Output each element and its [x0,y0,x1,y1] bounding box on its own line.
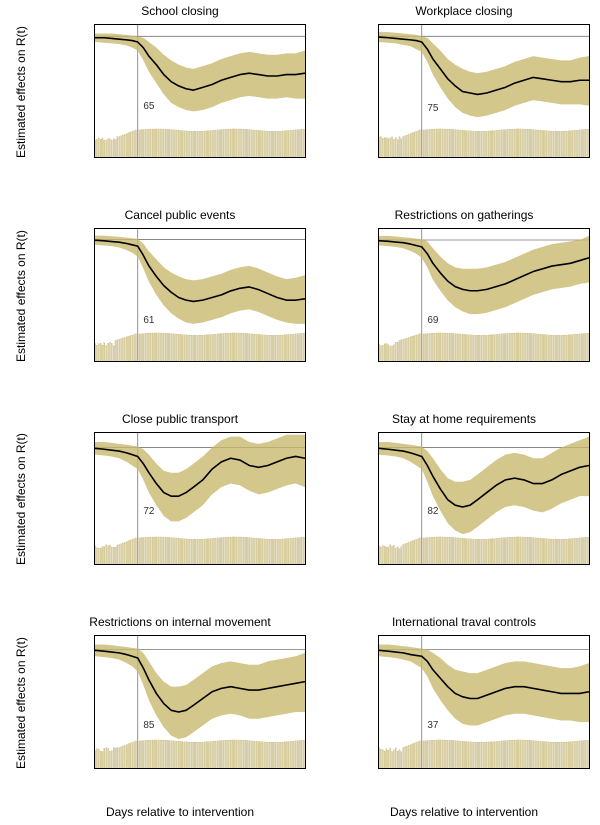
panel-3: Restrictions on gatherings0.0-0.2-0.4-0.… [340,226,588,378]
bottom-bars [379,129,589,157]
y-axis-label: Estimated effects on R(t) [14,637,28,769]
bottom-bars [379,740,589,768]
y-axis-label: Estimated effects on R(t) [14,434,28,566]
plot-area: 0.00-0.25-0.50-0.75-20-10010203040506070… [378,24,590,158]
chart-svg [95,25,305,157]
panel-6: Restrictions on internal movementEstimat… [56,633,304,785]
chart-svg [379,433,589,565]
day0-count-label: 85 [143,720,154,731]
panel-4: Close public transportEstimated effects … [56,430,304,582]
x-axis-label: Days relative to intervention [340,805,588,819]
chart-svg [379,636,589,768]
panel-title: Restrictions on gatherings [340,208,588,222]
plot-area: 0.0-0.2-0.4-0.6-20-100102030405060708090… [378,635,590,769]
bottom-bars [95,129,305,157]
panel-0: School closingEstimated effects on R(t)0… [56,22,304,174]
panel-7: International traval controlsDays relati… [340,633,588,785]
confidence-band [379,645,589,726]
day0-count-label: 82 [427,506,438,517]
plot-area: 0.0-0.2-0.4-0.6-20-100102030405060708090… [378,432,590,566]
figure: School closing Estimated effects on R(t) 0… [0,0,600,825]
panel-1: Workplace closing0.00-0.25-0.50-0.75-20-… [340,22,588,174]
bottom-bars [95,740,305,768]
plot-area: 0.0-0.2-0.4-0.6-20-100102030405060708090… [94,635,306,769]
plot-area: 0.0-0.2-0.4-0.6-20-100102030405060708090… [94,432,306,566]
panel-title: Cancel public events [56,208,304,222]
y-axis-label: Estimated effects on R(t) [14,26,28,158]
day0-count-label: 72 [143,506,154,517]
bottom-bars [95,536,305,564]
day0-count-label: 75 [427,103,438,114]
confidence-band [379,32,589,117]
bottom-bars [95,333,305,361]
bottom-bars [379,333,589,361]
chart-svg [95,636,305,768]
confidence-band [95,645,305,740]
panel-title: International traval controls [340,615,588,629]
chart-svg [379,229,589,361]
confidence-band [379,236,589,314]
day0-count-label: 65 [143,101,154,112]
confidence-band [95,34,305,112]
plot-area: 0.0-0.2-0.4-0.6-0.8-20-10010203040506070… [378,228,590,362]
panel-title: Stay at home requirements [340,412,588,426]
bottom-bars [379,536,589,564]
day0-count-label: 61 [143,315,154,326]
chart-svg [95,433,305,565]
day0-count-label: 37 [427,720,438,731]
x-axis-label: Days relative to intervention [56,805,304,819]
panel-5: Stay at home requirements0.0-0.2-0.4-0.6… [340,430,588,582]
panel-title: Restrictions on internal movement [56,615,304,629]
panel-2: Cancel public eventsEstimated effects on… [56,226,304,378]
confidence-band [379,436,589,533]
panel-title: Workplace closing [340,4,588,18]
y-axis-label: Estimated effects on R(t) [14,230,28,362]
panel-title: Close public transport [56,412,304,426]
chart-svg [379,25,589,157]
day0-count-label: 69 [427,315,438,326]
confidence-band [95,235,305,323]
panel-title: School closing [56,4,304,18]
chart-svg [95,229,305,361]
plot-area: 0.0-0.2-0.4-0.6-0.8-20-10010203040506070… [94,228,306,362]
plot-area: 0.00-0.25-0.50-0.75-20-10010203040506070… [94,24,306,158]
